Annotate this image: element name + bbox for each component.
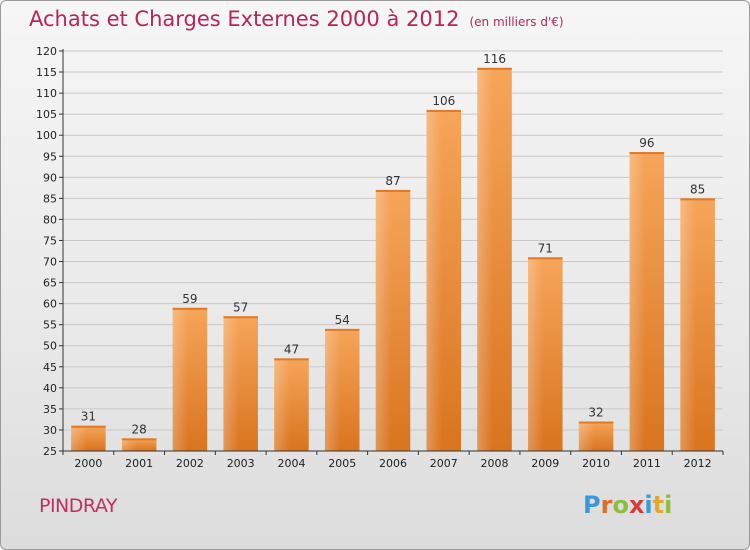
- x-tick-label: 2000: [74, 457, 102, 470]
- x-tick-label: 2003: [227, 457, 255, 470]
- bar-value-label: 96: [639, 136, 654, 150]
- x-tick-label: 2011: [633, 457, 661, 470]
- y-tick-label: 25: [43, 445, 57, 458]
- bar-cap: [629, 152, 665, 155]
- bar-value-label: 57: [233, 300, 248, 314]
- x-tick-label: 2001: [125, 457, 153, 470]
- chart-unit: (en milliers d'€): [469, 15, 564, 29]
- bar-highlight: [680, 198, 696, 451]
- x-tick-label: 2005: [328, 457, 356, 470]
- chart-title-text: Achats et Charges Externes 2000 à 2012: [29, 7, 460, 31]
- proxiti-logo: Proxiti: [583, 491, 672, 519]
- bar-highlight: [121, 438, 138, 451]
- bar-value-label: 32: [588, 406, 603, 420]
- bar-highlight: [426, 109, 443, 452]
- y-tick-label: 85: [43, 192, 57, 205]
- bar-cap: [680, 198, 715, 201]
- bar-highlight: [274, 358, 290, 451]
- y-tick-label: 40: [43, 382, 57, 395]
- bar-cap: [528, 257, 563, 260]
- y-tick-label: 110: [36, 87, 57, 100]
- bar-value-label: 116: [483, 52, 506, 66]
- y-tick-label: 120: [36, 45, 57, 58]
- logo-letter: x: [628, 491, 645, 519]
- y-tick-label: 50: [43, 340, 57, 353]
- bar-value-label: 71: [538, 241, 553, 255]
- x-tick-label: 2012: [684, 457, 712, 470]
- y-tick-label: 70: [43, 256, 57, 269]
- x-tick-label: 2006: [379, 457, 407, 470]
- x-tick-label: 2004: [277, 457, 305, 470]
- x-tick-label: 2010: [582, 457, 610, 470]
- axis-layer: 25 30 35 40 45 50 55 60 65 70 75 80 85 90 95 100 105 110 1…: [36, 45, 724, 470]
- y-tick-label: 90: [43, 171, 57, 184]
- bar-cap: [477, 67, 512, 70]
- bar-highlight: [578, 421, 595, 451]
- logo-letter: t: [652, 491, 665, 519]
- labels-layer: 31 28 59 57 47 54 87 106 116 71 32 96 85: [81, 52, 706, 437]
- bar-value-label: 87: [385, 174, 400, 188]
- y-tick-label: 45: [43, 361, 57, 374]
- logo-letter: r: [600, 491, 613, 519]
- bar-value-label: 106: [432, 94, 455, 108]
- bar-value-label: 47: [284, 342, 299, 356]
- bar-value-label: 31: [81, 410, 96, 424]
- bar-highlight: [375, 189, 392, 451]
- bar-cap: [578, 421, 614, 424]
- bar-cap: [223, 316, 258, 319]
- bar-highlight: [223, 316, 239, 451]
- y-tick-label: 60: [43, 298, 57, 311]
- y-tick-label: 80: [43, 213, 57, 226]
- logo-letter: o: [612, 491, 629, 519]
- bar-highlight: [71, 425, 87, 451]
- commune-name: PINDRAY: [39, 495, 117, 517]
- bar-value-label: 85: [690, 182, 705, 196]
- x-tick-label: 2007: [430, 457, 458, 470]
- bar-cap: [172, 307, 208, 310]
- x-tick-label: 2008: [481, 457, 509, 470]
- bar-highlight: [528, 257, 544, 451]
- y-tick-label: 75: [43, 234, 57, 247]
- y-tick-label: 35: [43, 403, 57, 416]
- y-tick-label: 105: [36, 108, 57, 121]
- logo-letter: i: [644, 491, 653, 519]
- bar-cap: [274, 358, 309, 361]
- bar-value-label: 54: [335, 313, 350, 327]
- bar-value-label: 59: [182, 292, 197, 306]
- bar-cap: [426, 109, 462, 112]
- x-tick-label: 2002: [176, 457, 204, 470]
- bar-highlight: [629, 152, 646, 452]
- bar-highlight: [172, 307, 189, 451]
- bar-highlight: [477, 67, 493, 451]
- y-tick-label: 95: [43, 150, 57, 163]
- x-tick-label: 2009: [531, 457, 559, 470]
- bar-highlight: [324, 328, 341, 451]
- logo-letter: P: [583, 491, 601, 519]
- y-tick-label: 65: [43, 277, 57, 290]
- bars-layer: [71, 67, 715, 452]
- y-tick-label: 100: [36, 129, 57, 142]
- bar-cap: [324, 328, 360, 331]
- bar-cap: [121, 438, 157, 441]
- y-tick-label: 115: [36, 66, 57, 79]
- chart-title: Achats et Charges Externes 2000 à 2012 (e…: [29, 7, 564, 31]
- bar-cap: [375, 189, 411, 192]
- bar-cap: [71, 425, 106, 428]
- y-tick-label: 55: [43, 319, 57, 332]
- bar-value-label: 28: [132, 422, 147, 436]
- logo-letter: i: [664, 491, 673, 519]
- y-tick-label: 30: [43, 424, 57, 437]
